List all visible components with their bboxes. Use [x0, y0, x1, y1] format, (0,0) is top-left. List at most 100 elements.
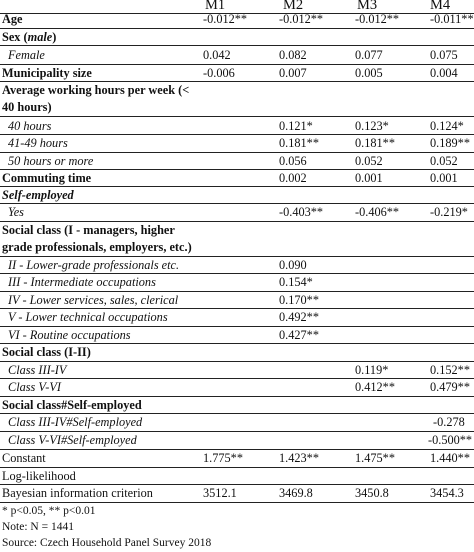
row-label: Class III-IV: [8, 363, 67, 377]
row-rule: [0, 45, 474, 46]
cell-m4: 0.479**: [430, 380, 470, 394]
row-label: Average working hours per week (< 40 hou…: [2, 83, 190, 114]
row-label-part: Sex (: [2, 30, 28, 44]
header-col-m3: M3: [357, 0, 378, 13]
cell-m1: -0.012**: [203, 12, 248, 26]
row-label: 40 hours: [8, 119, 52, 133]
row-rule: [0, 343, 474, 344]
table-row: Municipality size -0.006 0.007 0.005 0.0…: [0, 65, 474, 82]
table-row: III - Intermediate occupations 0.154*: [0, 274, 474, 291]
cell-m2: 0.170**: [279, 293, 319, 307]
cell-m2: -0.403**: [279, 205, 324, 219]
cell-m3: 1.475**: [355, 451, 395, 465]
table-row: Female 0.042 0.082 0.077 0.075: [0, 47, 474, 64]
row-label: Municipality size: [2, 66, 92, 80]
table-row: Social class#Self-employed: [0, 397, 474, 414]
note-text: Source: Czech Household Panel Survey 201…: [2, 537, 212, 549]
row-rule: [0, 484, 474, 485]
row-label: Self-employed: [2, 188, 74, 202]
row-rule: [0, 449, 474, 450]
row-rule: [0, 396, 474, 397]
cell-m2: 0.007: [279, 66, 307, 80]
cell-m4: -0.500**: [428, 433, 473, 447]
row-label: Log-likelihood: [2, 469, 76, 483]
cell-m2: -0.012**: [279, 12, 324, 26]
cell-m3: 0.181**: [355, 136, 395, 150]
row-label: 50 hours or more: [8, 154, 94, 168]
table-row: Bayesian information criterion 3512.1 34…: [0, 485, 474, 502]
row-rule: [0, 134, 474, 135]
row-rule: [0, 413, 474, 414]
cell-m2: 0.090: [279, 258, 307, 272]
cell-m3: 3450.8: [355, 486, 389, 500]
row-rule: [0, 467, 474, 468]
cell-m4: 0.152**: [430, 363, 470, 377]
row-label: Social class#Self-employed: [2, 398, 142, 412]
cell-m4: 0.124*: [430, 119, 464, 133]
cell-m2: 0.082: [279, 48, 307, 62]
cell-m1: -0.006: [203, 66, 235, 80]
row-label: 41-49 hours: [8, 136, 68, 150]
cell-m2: 1.423**: [279, 451, 319, 465]
row-rule: [0, 186, 474, 187]
row-rule: [0, 378, 474, 379]
row-label: II - Lower-grade professionals etc.: [8, 258, 180, 272]
row-rule: [0, 116, 474, 117]
cell-m3: 0.052: [355, 154, 383, 168]
table-row: Class V-VI#Self-employed -0.500**: [0, 432, 474, 449]
row-rule: [0, 308, 474, 309]
row-label: Social class (I-II): [2, 345, 91, 359]
row-label: Commuting time: [2, 171, 92, 185]
cell-m3: -0.012**: [355, 12, 400, 26]
table-row: Log-likelihood: [0, 468, 474, 485]
header-col-m4: M4: [430, 0, 451, 13]
cell-m4: 3454.3: [430, 486, 464, 500]
row-label: IV - Lower services, sales, clerical: [8, 293, 179, 307]
table-row: 50 hours or more 0.056 0.052 0.052: [0, 153, 474, 170]
cell-m3: 0.077: [355, 48, 383, 62]
table-row: Constant 1.775** 1.423** 1.475** 1.440**: [0, 450, 474, 467]
table-row: 41-49 hours 0.181** 0.181** 0.189**: [0, 135, 474, 152]
row-label: V - Lower technical occupations: [8, 310, 168, 324]
row-label: Class III-IV#Self-employed: [8, 415, 143, 429]
row-rule: [0, 169, 474, 170]
header-col-m2: M2: [283, 0, 304, 13]
cell-m2: 0.121*: [279, 119, 313, 133]
cell-m1: 3512.1: [203, 486, 237, 500]
cell-m3: 0.005: [355, 66, 383, 80]
row-label: Class V-VI: [8, 380, 61, 394]
table-row: VI - Routine occupations 0.427**: [0, 327, 474, 344]
row-label: Bayesian information criterion: [2, 486, 153, 500]
row-label: Age: [2, 12, 23, 26]
header-rule: [0, 13, 474, 14]
row-rule: [0, 273, 474, 274]
row-rule: [0, 431, 474, 432]
cell-m3: -0.406**: [355, 205, 400, 219]
cell-m2: 3469.8: [279, 486, 313, 500]
row-label: Class V-VI#Self-employed: [8, 433, 137, 447]
table-row: Class III-IV#Self-employed -0.278: [0, 414, 474, 431]
note-text: Note: N = 1441: [2, 521, 74, 533]
table-row: Sex (male): [0, 29, 474, 46]
table-row: IV - Lower services, sales, clerical 0.1…: [0, 292, 474, 309]
cell-m4: 0.052: [430, 154, 458, 168]
row-label: III - Intermediate occupations: [8, 275, 156, 289]
row-label-part: ): [52, 30, 57, 44]
source-note: Source: Czech Household Panel Survey 201…: [0, 535, 474, 552]
cell-m4: 1.440**: [430, 451, 470, 465]
row-label: Yes: [8, 205, 24, 219]
cell-m3: 0.412**: [355, 380, 395, 394]
cell-m2: 0.492**: [279, 310, 319, 324]
row-rule: [0, 291, 474, 292]
table-row: Yes -0.403** -0.406** -0.219*: [0, 204, 474, 221]
table-row: Class V-VI 0.412** 0.479**: [0, 379, 474, 396]
cell-m3: 0.001: [355, 171, 383, 185]
row-rule: [0, 64, 474, 65]
table-row: 40 hours 0.121* 0.123* 0.124*: [0, 118, 474, 135]
cell-m4: -0.219*: [430, 205, 468, 219]
cell-m2: 0.427**: [279, 328, 319, 342]
cell-m3: 0.123*: [355, 119, 389, 133]
row-rule: [0, 152, 474, 153]
table-row: Social class (I - managers, higher grade…: [2, 222, 202, 256]
note-text: * p<0.05, ** p<0.01: [2, 505, 96, 517]
